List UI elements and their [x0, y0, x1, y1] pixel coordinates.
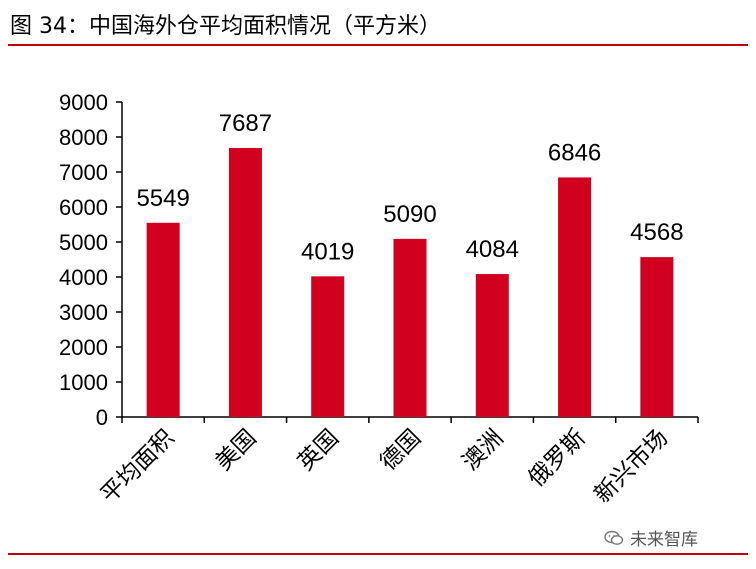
- y-tick-label: 9000: [59, 90, 108, 115]
- bar: [393, 238, 427, 417]
- data-label: 4084: [466, 236, 519, 263]
- y-tick-label: 8000: [59, 125, 108, 150]
- category-label: 新兴市场: [590, 425, 673, 508]
- axes: 0 1000 2000 3000 4000 5000 6000 7000 8000 9000: [59, 90, 699, 430]
- bar: [640, 257, 674, 417]
- title-divider: [8, 44, 748, 46]
- y-tick-label: 2000: [59, 335, 108, 360]
- bar: [146, 222, 180, 417]
- category-label: 德国: [375, 425, 426, 476]
- data-label: 4568: [630, 219, 683, 246]
- y-tick-label: 0: [96, 405, 108, 430]
- y-tick-label: 1000: [59, 370, 108, 395]
- y-tick-label: 4000: [59, 265, 108, 290]
- y-tick-label: 5000: [59, 230, 108, 255]
- figure-title: 图 34：中国海外仓平均面积情况（平方米）: [10, 14, 441, 39]
- bar: [228, 147, 262, 417]
- data-labels: 5549 7687 4019 5090 4084 6846 4568: [136, 110, 683, 265]
- category-label: 俄罗斯: [524, 425, 591, 492]
- wechat-icon: [604, 530, 624, 545]
- watermark: 未来智库: [604, 525, 698, 550]
- y-tick-label: 7000: [59, 160, 108, 185]
- bar: [311, 276, 345, 417]
- watermark-text: 未来智库: [630, 530, 698, 550]
- data-label: 7687: [219, 110, 272, 137]
- category-label: 美国: [211, 425, 262, 476]
- footer-divider: [8, 553, 748, 555]
- data-label: 4019: [301, 238, 354, 265]
- data-label: 5090: [383, 201, 436, 228]
- data-label: 5549: [136, 185, 189, 212]
- y-tick-label: 3000: [59, 300, 108, 325]
- data-label: 6846: [548, 139, 601, 166]
- bar: [475, 274, 509, 417]
- category-label: 澳洲: [458, 425, 509, 476]
- y-tick-label: 6000: [59, 195, 108, 220]
- category-label: 英国: [293, 425, 344, 476]
- category-label: 平均面积: [96, 425, 179, 508]
- bar: [558, 177, 592, 417]
- bars: [146, 147, 674, 417]
